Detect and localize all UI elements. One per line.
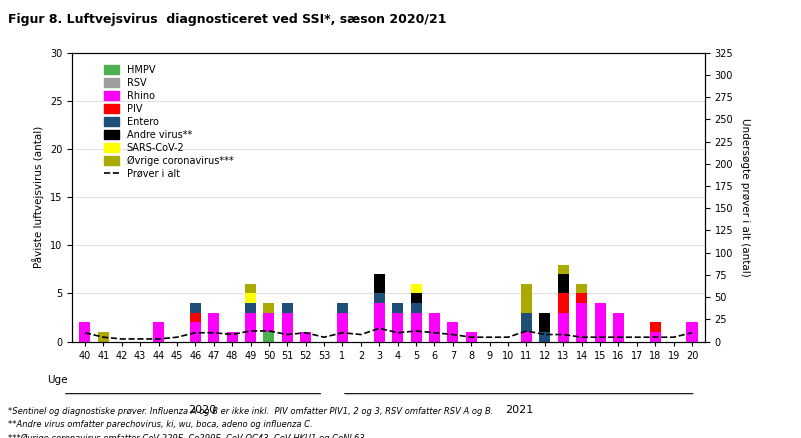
Prøver i alt (614, 335, 623, 340)
Bar (539, 332, 550, 342)
Bar (557, 265, 569, 274)
Prøver i alt (577, 335, 586, 340)
Prøver i alt (191, 330, 200, 336)
Prøver i alt (338, 330, 348, 336)
Bar (557, 293, 569, 313)
Bar (282, 303, 293, 313)
Bar (264, 332, 275, 342)
Bar (557, 274, 569, 293)
Prøver i alt (154, 336, 163, 342)
Bar (337, 303, 348, 313)
Bar (411, 313, 421, 342)
Bar (411, 284, 421, 293)
Bar (190, 313, 201, 322)
Legend: HMPV, RSV, Rhino, PIV, Entero, Andre virus**, SARS-CoV-2, Øvrige coronavirus***,: HMPV, RSV, Rhino, PIV, Entero, Andre vir… (103, 63, 235, 180)
Bar (79, 322, 91, 342)
Prøver i alt (503, 335, 513, 340)
Bar (411, 303, 421, 313)
Bar (245, 303, 256, 313)
Prøver i alt (283, 332, 292, 337)
Bar (98, 332, 109, 342)
Bar (557, 313, 569, 342)
Prøver i alt (485, 335, 494, 340)
Prøver i alt (411, 328, 421, 334)
Bar (153, 322, 164, 342)
Text: 2021: 2021 (505, 405, 533, 415)
Prøver i alt (558, 332, 568, 337)
Bar (521, 284, 532, 313)
Text: 2020: 2020 (188, 405, 216, 415)
Bar (594, 303, 606, 342)
Bar (245, 293, 256, 303)
Bar (447, 322, 458, 342)
Prøver i alt (320, 335, 329, 340)
Y-axis label: Undersøgte prøver i alt (antal): Undersøgte prøver i alt (antal) (740, 118, 750, 276)
Bar (245, 284, 256, 293)
Prøver i alt (392, 330, 402, 336)
Prøver i alt (80, 330, 90, 336)
Bar (374, 274, 384, 293)
Prøver i alt (301, 330, 311, 336)
Bar (392, 313, 403, 342)
Prøver i alt (135, 336, 145, 342)
Prøver i alt (466, 335, 476, 340)
Bar (521, 313, 532, 332)
Prøver i alt (521, 328, 531, 334)
Prøver i alt (209, 330, 219, 336)
Bar (539, 313, 550, 332)
Prøver i alt (375, 326, 384, 331)
Bar (576, 303, 587, 342)
Prøver i alt (650, 335, 660, 340)
Text: Figur 8. Luftvejsvirus  diagnosticeret ved SSI*, sæson 2020/21: Figur 8. Luftvejsvirus diagnosticeret ve… (8, 13, 446, 26)
Bar (650, 322, 661, 332)
Bar (465, 332, 477, 342)
Bar (411, 293, 421, 303)
Bar (300, 332, 312, 342)
Text: *Sentinel og diagnostiske prøver. Influenza A og B er ikke inkl.  PIV omfatter P: *Sentinel og diagnostiske prøver. Influe… (8, 407, 493, 417)
Prøver i alt (356, 332, 366, 337)
Prøver i alt (172, 335, 182, 340)
Text: Uge: Uge (47, 375, 67, 385)
Bar (576, 293, 587, 303)
Prøver i alt (264, 328, 274, 334)
Bar (374, 293, 384, 303)
Prøver i alt (448, 332, 457, 337)
Bar (264, 313, 275, 332)
Prøver i alt (669, 335, 678, 340)
Prøver i alt (540, 332, 549, 337)
Bar (264, 303, 275, 313)
Line: Prøver i alt: Prøver i alt (85, 328, 692, 339)
Prøver i alt (595, 335, 605, 340)
Prøver i alt (632, 335, 642, 340)
Bar (190, 303, 201, 313)
Text: ***Øvrige coronavirus omfatter CoV 229E, Co299E, CoV OC43, CoV HKU1 og CoNL63.: ***Øvrige coronavirus omfatter CoV 229E,… (8, 434, 368, 438)
Bar (208, 313, 219, 342)
Bar (374, 303, 384, 342)
Prøver i alt (687, 330, 697, 336)
Bar (686, 322, 698, 342)
Bar (190, 322, 201, 342)
Bar (337, 313, 348, 342)
Prøver i alt (246, 328, 256, 334)
Prøver i alt (227, 332, 237, 337)
Bar (392, 303, 403, 313)
Prøver i alt (99, 335, 108, 340)
Bar (227, 332, 238, 342)
Prøver i alt (429, 330, 439, 336)
Bar (282, 313, 293, 342)
Bar (613, 313, 624, 342)
Text: **Andre virus omfatter parechovirus, ki, wu, boca, adeno og influenza C.: **Andre virus omfatter parechovirus, ki,… (8, 420, 312, 430)
Prøver i alt (117, 336, 127, 342)
Bar (576, 284, 587, 293)
Y-axis label: Påviste luftvejsvirus (antal): Påviste luftvejsvirus (antal) (32, 126, 44, 268)
Bar (650, 332, 661, 342)
Bar (245, 313, 256, 342)
Bar (429, 313, 440, 342)
Bar (521, 332, 532, 342)
